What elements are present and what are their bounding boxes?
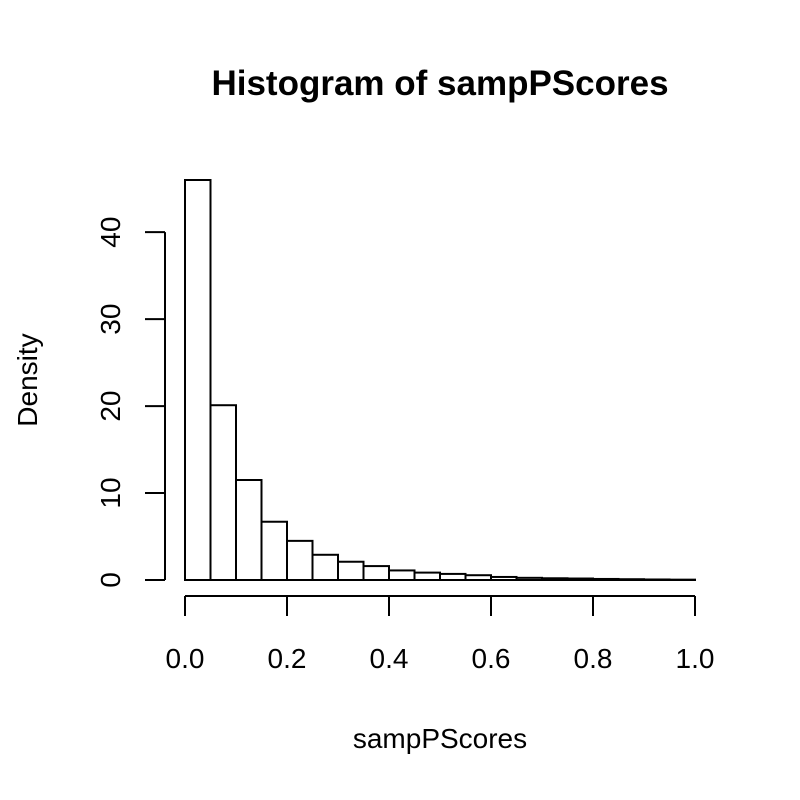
histogram-bar	[286, 539, 314, 582]
histogram-bar	[413, 571, 441, 582]
x-axis: 0.0 0.2 0.4 0.6 0.8 1.0	[166, 595, 715, 674]
y-axis-label: Density	[12, 333, 43, 426]
x-tick-label: 0.0	[166, 643, 205, 674]
y-axis: 0 10 20 30 40	[95, 217, 166, 588]
x-axis-label: sampPScores	[353, 723, 527, 754]
histogram-bar	[490, 575, 518, 582]
histogram-bar	[439, 572, 467, 581]
histogram-bar	[566, 577, 594, 581]
histogram-bar	[362, 565, 390, 582]
histogram-bar	[311, 553, 339, 581]
x-tick-label: 1.0	[676, 643, 715, 674]
histogram-bar	[337, 560, 365, 582]
x-tick-label: 0.4	[370, 643, 409, 674]
histogram-bar	[617, 578, 645, 582]
histogram-bar	[184, 179, 212, 581]
histogram-bar	[643, 578, 671, 582]
histogram-bar	[388, 569, 416, 581]
histogram-bar	[260, 520, 288, 582]
y-tick-label: 40	[95, 217, 126, 248]
histogram-bar	[235, 479, 263, 581]
y-tick-label: 10	[95, 477, 126, 508]
histogram-bar	[592, 577, 620, 582]
bars-group	[184, 179, 696, 582]
histogram-bar	[515, 576, 543, 582]
histogram-bar	[209, 404, 237, 581]
x-tick-label: 0.6	[472, 643, 511, 674]
chart-title: Histogram of sampPScores	[211, 64, 668, 103]
y-tick-label: 20	[95, 391, 126, 422]
x-tick-label: 0.8	[574, 643, 613, 674]
y-tick-label: 30	[95, 304, 126, 335]
y-tick-label: 0	[95, 572, 126, 588]
x-tick-label: 0.2	[268, 643, 307, 674]
histogram-bar	[464, 574, 492, 582]
histogram-bar	[541, 577, 569, 581]
